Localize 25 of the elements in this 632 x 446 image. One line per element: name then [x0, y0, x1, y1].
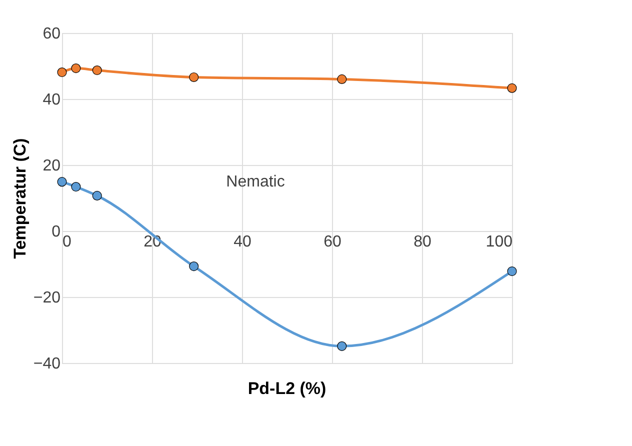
x-tick-label: 100: [486, 234, 513, 250]
y-axis-title: Temperatur (C): [10, 138, 30, 259]
y-tick-label: 60: [42, 26, 61, 42]
annotation: Nematic: [226, 174, 285, 190]
point: [71, 64, 81, 74]
x-tick-label: 60: [324, 234, 342, 250]
point: [189, 262, 199, 272]
point: [507, 266, 517, 276]
point: [92, 190, 102, 200]
y-tick-label: 40: [42, 92, 61, 108]
point: [71, 182, 81, 192]
y-tick-label: 20: [42, 158, 61, 174]
point: [57, 68, 67, 78]
x-tick-label: 0: [62, 234, 72, 250]
point: [92, 66, 102, 76]
y-tick-label: −40: [33, 356, 61, 372]
point: [189, 72, 199, 82]
point: [337, 341, 347, 351]
x-tick-label: 80: [414, 234, 432, 250]
x-tick-label: 40: [234, 234, 252, 250]
y-tick-label: −20: [33, 290, 61, 306]
x-axis-title: Pd-L2 (%): [248, 379, 326, 398]
point: [337, 74, 347, 84]
point: [507, 83, 517, 93]
point: [57, 177, 67, 187]
